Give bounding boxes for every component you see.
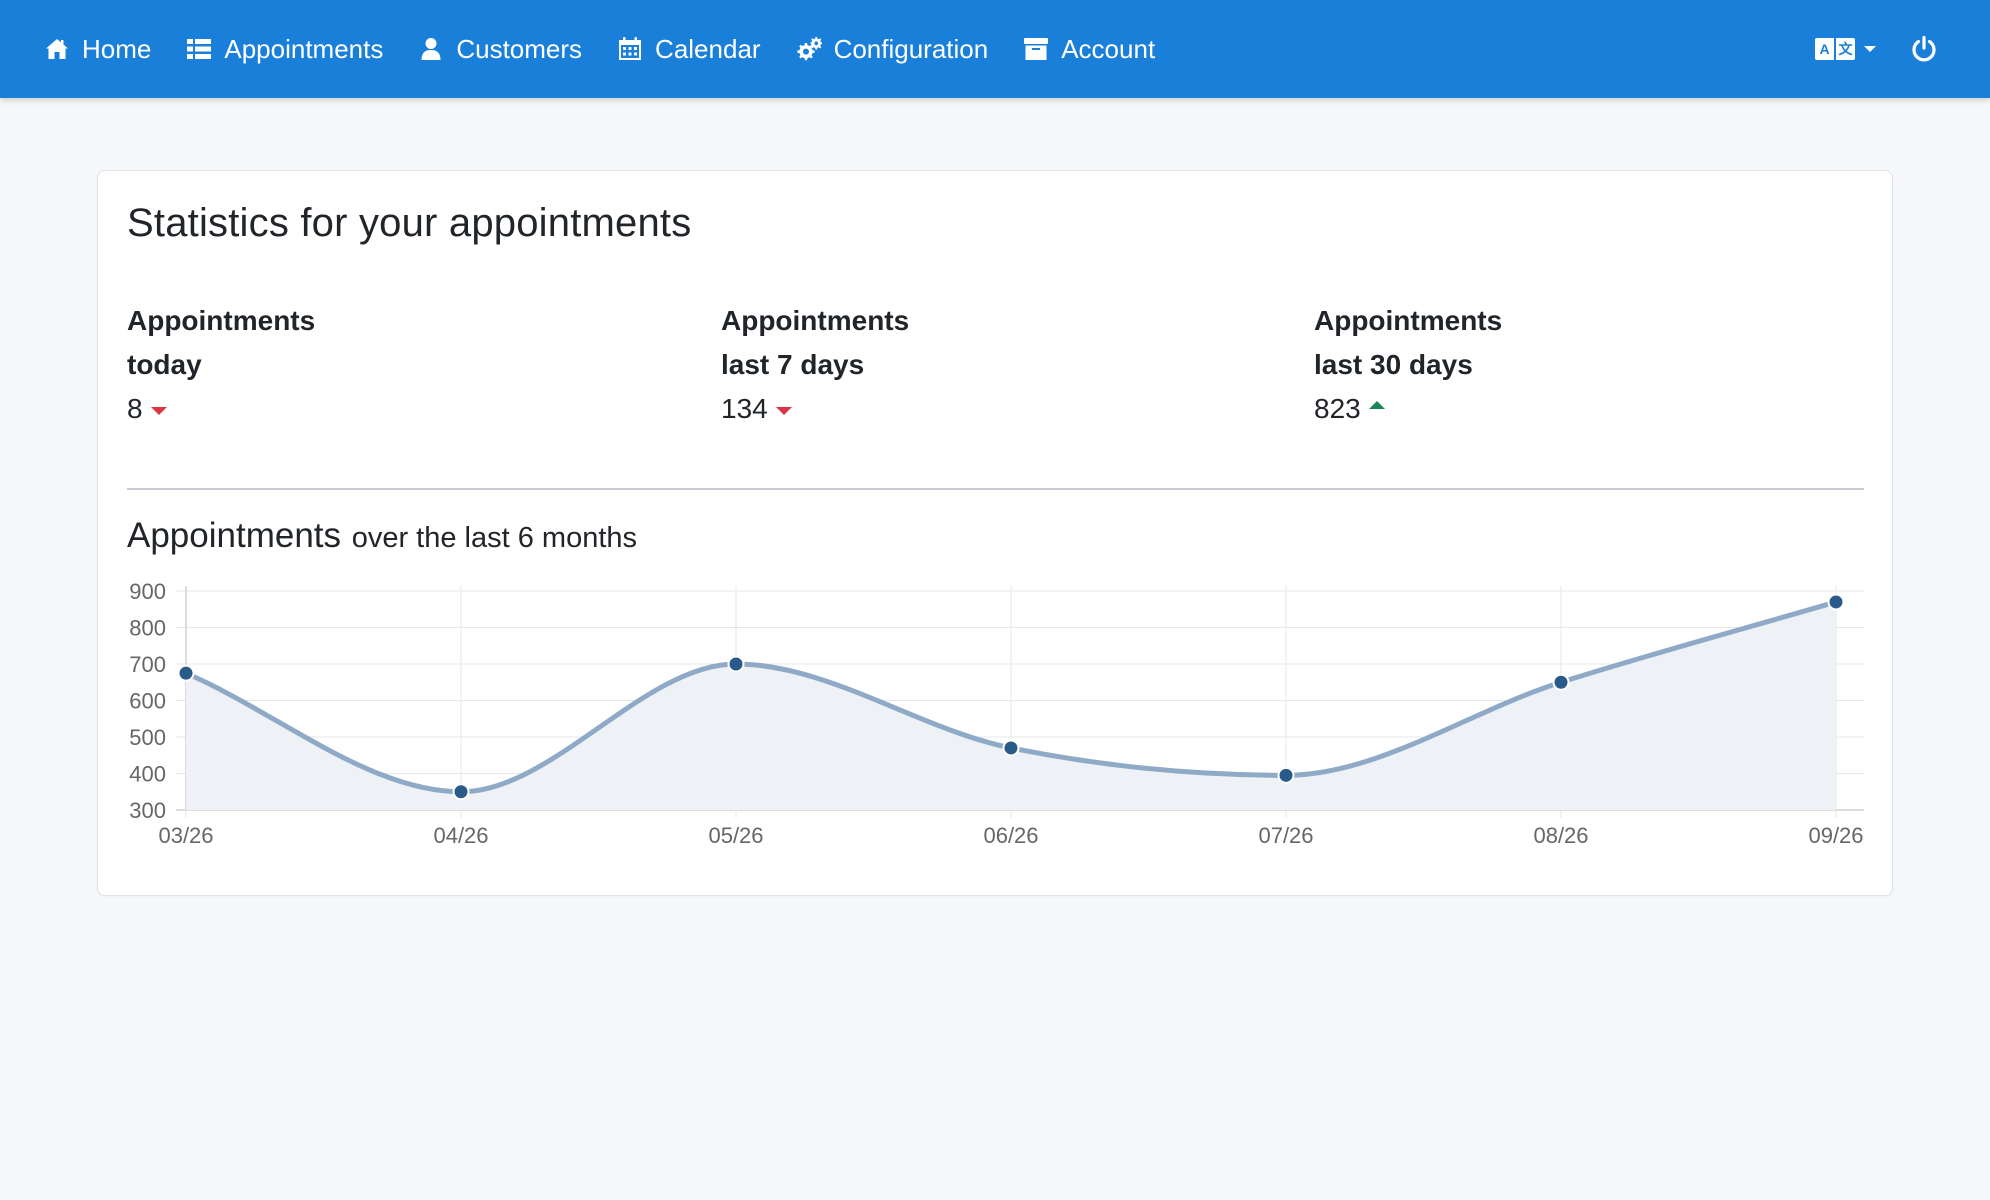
list-icon bbox=[187, 39, 212, 59]
chart-heading-sub: over the last 6 months bbox=[351, 522, 638, 554]
y-tick-label: 500 bbox=[129, 725, 166, 750]
data-point bbox=[1552, 673, 1570, 691]
nav-item-label: Appointments bbox=[224, 33, 384, 64]
nav-item-appointments[interactable]: Appointments bbox=[186, 34, 383, 65]
nav-item-configuration[interactable]: Configuration bbox=[796, 33, 989, 65]
stat-value-row: 823 bbox=[1314, 387, 1874, 431]
gears-icon bbox=[796, 37, 822, 61]
nav-item-label: Customers bbox=[456, 33, 583, 64]
user-icon bbox=[421, 38, 441, 60]
data-point bbox=[1002, 739, 1020, 757]
trend-down-icon bbox=[150, 407, 167, 415]
y-tick-label: 800 bbox=[129, 616, 166, 641]
nav-item-label: Calendar bbox=[655, 33, 761, 64]
y-tick-label: 700 bbox=[129, 652, 166, 677]
stat-label-line2: last 30 days bbox=[1314, 349, 1473, 380]
chart-heading-main: Appointments bbox=[127, 516, 342, 555]
stat-value: 134 bbox=[721, 393, 768, 424]
trend-down-icon bbox=[775, 407, 792, 415]
stat-label-line2: last 7 days bbox=[721, 349, 865, 380]
stat-label-line1: Appointments bbox=[721, 305, 910, 336]
stat-label-line2: today bbox=[127, 349, 202, 380]
y-tick-label: 400 bbox=[129, 762, 166, 787]
nav-item-calendar[interactable]: Calendar bbox=[617, 34, 761, 65]
stat-last-30-days: Appointments last 30 days 823 bbox=[1314, 299, 1874, 431]
y-tick-label: 600 bbox=[129, 689, 166, 714]
stat-last-7-days: Appointments last 7 days 134 bbox=[721, 299, 1281, 431]
data-point bbox=[177, 664, 195, 682]
power-icon bbox=[1912, 35, 1936, 62]
logout-button[interactable] bbox=[1910, 35, 1938, 63]
page-title: Statistics for your appointments bbox=[127, 201, 692, 245]
data-point bbox=[1827, 593, 1845, 611]
stat-value: 8 bbox=[127, 393, 143, 424]
nav-item-label: Home bbox=[82, 33, 152, 64]
x-tick-label: 03/26 bbox=[158, 823, 213, 848]
x-tick-label: 08/26 bbox=[1533, 823, 1588, 848]
stat-value: 823 bbox=[1314, 393, 1361, 424]
stat-label-line1: Appointments bbox=[1314, 305, 1503, 336]
data-point bbox=[1277, 766, 1295, 784]
x-tick-label: 06/26 bbox=[983, 823, 1038, 848]
calendar-icon bbox=[619, 37, 642, 60]
data-point bbox=[727, 655, 745, 673]
nav-item-label: Configuration bbox=[833, 33, 989, 64]
nav-item-customers[interactable]: Customers bbox=[418, 34, 582, 65]
stat-value-row: 134 bbox=[721, 387, 1281, 431]
appointments-line-chart: 300 400 500 600 700 800 900 03/26 04/26 05/26 06/2… bbox=[129, 579, 1864, 848]
trend-up-icon bbox=[1368, 401, 1385, 409]
statistics-card: Statistics for your appointments Appoint… bbox=[97, 170, 1893, 896]
x-tick-label: 04/26 bbox=[433, 823, 488, 848]
x-tick-label: 09/26 bbox=[1808, 823, 1863, 848]
home-icon bbox=[46, 39, 68, 59]
stat-label: Appointments today bbox=[127, 299, 407, 387]
data-point bbox=[452, 783, 470, 801]
stat-label: Appointments last 7 days bbox=[721, 299, 1001, 387]
nav-item-account[interactable]: Account bbox=[1023, 34, 1155, 65]
series-area-fill bbox=[186, 601, 1836, 810]
x-tick-label: 07/26 bbox=[1258, 823, 1313, 848]
nav-menu: Home Appointments Customers C bbox=[44, 0, 1190, 98]
chart-heading: Appointments over the last 6 months bbox=[127, 516, 637, 556]
x-tick-label: 05/26 bbox=[708, 823, 763, 848]
stat-label: Appointments last 30 days bbox=[1314, 299, 1594, 387]
stat-today: Appointments today 8 bbox=[127, 299, 687, 431]
nav-item-home[interactable]: Home bbox=[44, 34, 151, 65]
nav-item-label: Account bbox=[1061, 33, 1156, 64]
stat-value-row: 8 bbox=[127, 387, 687, 431]
archive-icon bbox=[1024, 38, 1049, 60]
stat-label-line1: Appointments bbox=[127, 305, 316, 336]
y-tick-label: 900 bbox=[129, 579, 166, 604]
chevron-down-icon bbox=[1864, 46, 1876, 52]
divider bbox=[127, 488, 1864, 490]
y-tick-label: 300 bbox=[129, 798, 166, 823]
top-navbar: Home Appointments Customers C bbox=[0, 0, 1990, 98]
